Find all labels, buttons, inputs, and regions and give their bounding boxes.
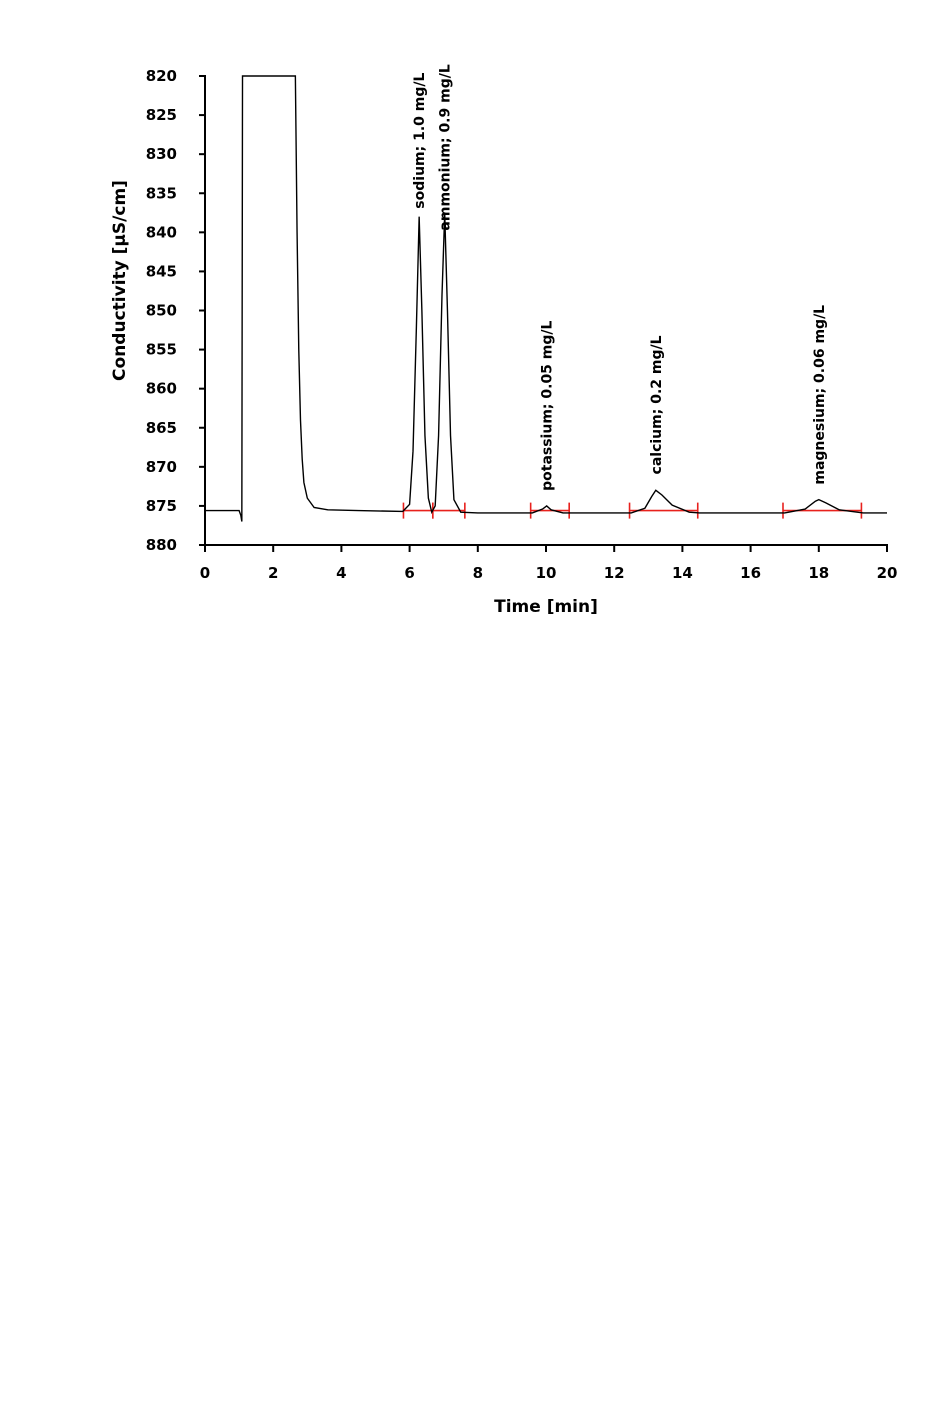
- x-tick-label: 12: [604, 564, 625, 582]
- y-tick-label: 845: [146, 262, 177, 280]
- x-tick-label: 2: [268, 564, 278, 582]
- peak-label: calcium; 0.2 mg/L: [649, 335, 665, 474]
- x-tick-label: 14: [672, 564, 693, 582]
- x-tick-label: 18: [808, 564, 829, 582]
- peak-label: magnesium; 0.06 mg/L: [812, 305, 828, 485]
- x-tick-label: 6: [404, 564, 414, 582]
- y-tick-label: 865: [146, 419, 177, 437]
- y-tick-label: 860: [146, 380, 177, 398]
- x-axis-title: Time [min]: [494, 597, 598, 617]
- y-tick-label: 855: [146, 341, 177, 359]
- y-tick-label: 850: [146, 302, 177, 320]
- peak-annotations: sodium; 1.0 mg/L ammonium; 0.9 mg/L potass…: [412, 64, 828, 491]
- y-tick-label: 875: [146, 497, 177, 515]
- y-tick-label: 835: [146, 184, 177, 202]
- x-tick-label: 10: [536, 564, 557, 582]
- peak-label: sodium; 1.0 mg/L: [412, 73, 428, 209]
- y-tick-label: 870: [146, 458, 177, 476]
- series-line: [205, 75, 887, 522]
- y-tick-label: 825: [146, 106, 177, 124]
- x-tick-label: 0: [200, 564, 210, 582]
- x-tick-label: 20: [877, 564, 898, 582]
- y-tick-label: 830: [146, 145, 177, 163]
- x-tick-label: 4: [336, 564, 346, 582]
- peak-label: potassium; 0.05 mg/L: [540, 320, 556, 490]
- x-tick-label: 8: [473, 564, 483, 582]
- peak-label: ammonium; 0.9 mg/L: [438, 64, 454, 230]
- integration-baselines: [402, 502, 863, 519]
- y-tick-label: 820: [146, 67, 177, 85]
- y-ticks: 820 825 830 835 840 845 850 855 860 865 870 875 880: [146, 67, 205, 554]
- x-tick-label: 16: [740, 564, 761, 582]
- x-ticks: 0 2 4 6 8 10 12 14 16 18 20: [200, 545, 898, 582]
- y-tick-label: 840: [146, 223, 177, 241]
- y-axis-title: Conductivity [µS/cm]: [110, 180, 130, 381]
- y-tick-label: 880: [146, 536, 177, 554]
